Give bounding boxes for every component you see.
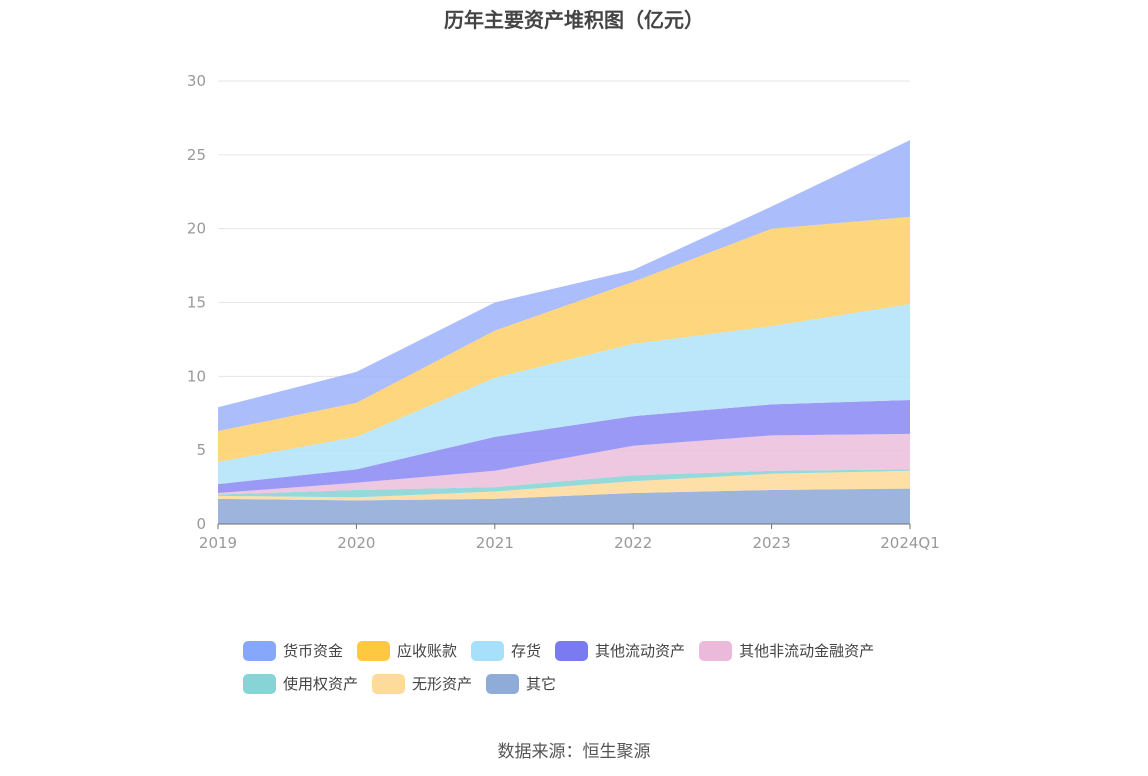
legend-label: 使用权资产 [283,675,359,693]
legend-swatch [699,640,733,661]
legend-label: 应收账款 [397,642,458,660]
y-tick-label: 15 [187,294,206,312]
legend: 货币资金 应收账款 存货 其他流动资产 其他非流动金融资产 使用权资产 无形资产 其它 [243,640,943,706]
area-series-1 [218,488,910,524]
legend-item[interactable]: 无形资产 [372,673,472,694]
x-tick-label: 2019 [199,534,237,552]
legend-label: 其它 [526,675,557,693]
area-series-7 [218,216,910,462]
legend-item[interactable]: 存货 [471,640,541,661]
legend-label: 无形资产 [412,675,473,693]
area-series-6 [218,304,910,485]
legend-item[interactable]: 货币资金 [243,640,343,661]
legend-swatch [471,640,505,661]
data-source: 数据来源：恒生聚源 [497,742,651,762]
x-tick-label: 2023 [753,534,791,552]
legend-row-2: 使用权资产 无形资产 其它 [243,673,943,694]
area-series-3 [218,469,910,498]
legend-swatch [243,673,276,694]
legend-swatch [243,640,276,661]
x-tick-label: 2021 [476,534,514,552]
legend-label: 其他非流动金融资产 [739,642,875,660]
legend-swatch [555,640,589,661]
legend-item[interactable]: 其他非流动金融资产 [699,640,874,661]
y-tick-label: 25 [187,146,206,164]
legend-item[interactable]: 其它 [486,673,556,694]
y-tick-label: 30 [187,72,206,90]
legend-label: 存货 [511,642,542,660]
legend-label: 其他流动资产 [595,642,686,660]
legend-item[interactable]: 应收账款 [357,640,457,661]
area-series-4 [218,433,910,495]
axes: 0 5 10 15 20 25 30 2019 2020 2021 2022 2023 2024Q1 [187,72,940,552]
area-series-5 [218,400,910,493]
legend-item[interactable]: 使用权资产 [243,673,358,694]
y-tick-label: 0 [196,515,206,533]
area-series-8 [218,140,910,431]
chart-title: 历年主要资产堆积图（亿元） [444,8,704,32]
y-tick-label: 10 [187,367,206,385]
x-tick-label: 2022 [614,534,652,552]
legend-swatch [357,640,391,661]
legend-item[interactable]: 其他流动资产 [555,640,685,661]
area-series-2 [218,470,910,501]
y-tick-label: 20 [187,220,206,238]
x-tick-label: 2020 [337,534,375,552]
legend-swatch [372,673,406,694]
area-series [218,140,910,524]
y-tick-label: 5 [196,441,206,459]
stacked-area-chart: 0 5 10 15 20 25 30 2019 2020 2021 2022 2023 2024Q1 [187,72,940,552]
legend-swatch [486,673,520,694]
x-tick-label: 2024Q1 [880,534,940,552]
legend-row-1: 货币资金 应收账款 存货 其他流动资产 其他非流动金融资产 [243,640,943,661]
legend-label: 货币资金 [283,642,344,660]
